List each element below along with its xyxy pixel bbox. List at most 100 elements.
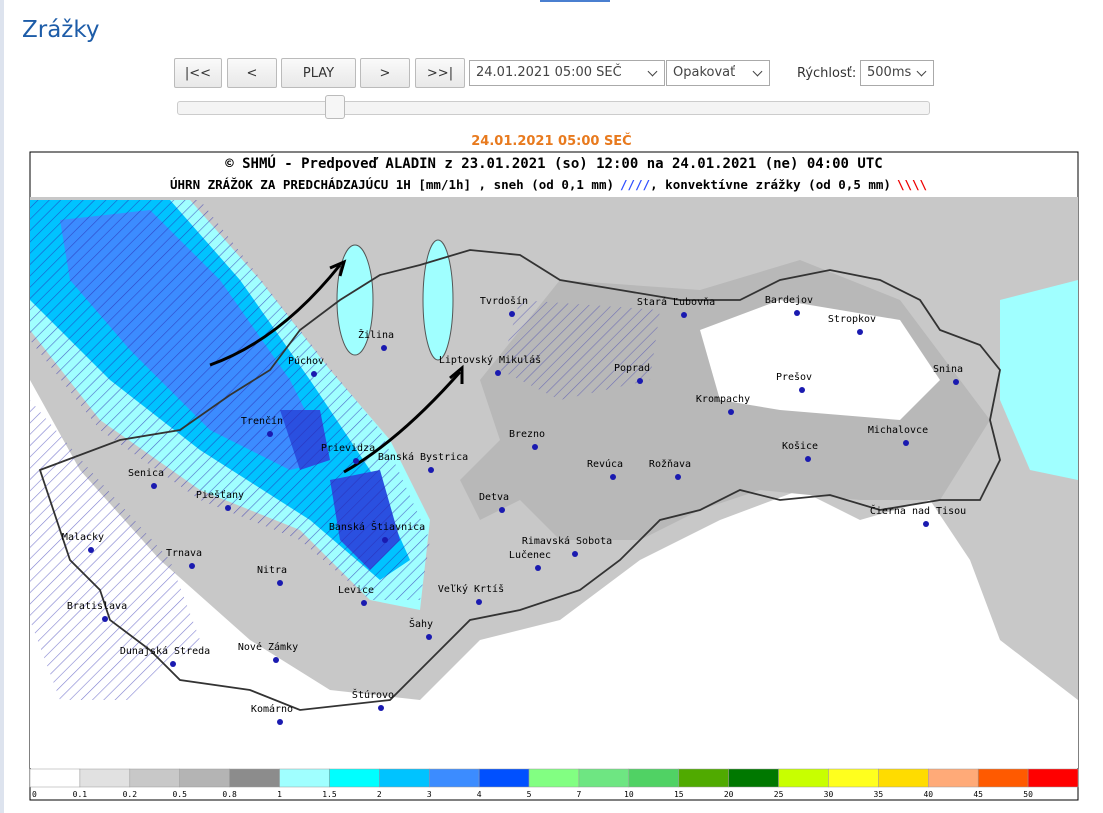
country-border (38, 249, 1001, 711)
side-bar (0, 0, 4, 813)
snow-mark: //// (620, 177, 650, 192)
city-label: Bratislava (67, 601, 127, 612)
city-dot (499, 507, 505, 513)
legend-swatch (1027, 768, 1079, 788)
legend-label: 0.2 (123, 790, 138, 799)
speed-label: Rýchlosť: (797, 66, 857, 81)
legend-swatch (229, 768, 280, 788)
city-dot (277, 580, 283, 586)
city-dot (857, 329, 863, 335)
city-label: Rožňava (649, 458, 691, 470)
city-label: Čierna nad Tisou (870, 504, 966, 517)
time-select[interactable]: 24.01.2021 05:00 SEČ (469, 60, 665, 86)
slider-handle[interactable] (325, 95, 345, 119)
city-label: Veľký Krtíš (438, 583, 504, 595)
play-button[interactable]: PLAY (281, 58, 356, 88)
legend-label: 0 (32, 790, 37, 799)
city-label: Snina (933, 364, 963, 375)
annotation-arrow (209, 264, 462, 474)
city-label: Košice (782, 440, 818, 452)
legend-label: 7 (577, 790, 582, 799)
city-label: Bardejov (765, 295, 813, 306)
legend-label: 50 (1023, 790, 1033, 799)
time-slider[interactable] (177, 101, 930, 115)
legend-swatch (977, 768, 1029, 788)
city-label: Štúrovo (352, 688, 394, 701)
city-dot (277, 719, 283, 725)
city-label: Banská Štiavnica (329, 520, 425, 533)
city-dot (151, 483, 157, 489)
legend-swatch (79, 768, 131, 788)
speed-select[interactable]: 500ms (860, 60, 934, 86)
city-dot (535, 565, 541, 571)
legend-swatch (428, 768, 480, 788)
city-label: Revúca (587, 458, 623, 470)
legend-label: 3 (427, 790, 432, 799)
city-label: Poprad (614, 363, 650, 374)
city-label: Rimavská Sobota (522, 535, 612, 547)
page-title: Zrážky (22, 17, 100, 43)
header-text: ÚHRN ZRÁŽOK ZA PREDCHÁDZAJÚCU 1H [mm/1h]… (170, 177, 614, 192)
city-dot (353, 458, 359, 464)
legend-swatch (379, 768, 430, 788)
city-label: Nitra (257, 565, 287, 576)
last-button[interactable]: >>| (415, 58, 465, 88)
city-dot (799, 387, 805, 393)
city-dot (675, 474, 681, 480)
city-label: Malacky (62, 532, 104, 543)
legend-label: 35 (874, 790, 884, 799)
legend-swatch (728, 768, 779, 788)
city-dot (426, 634, 432, 640)
legend-label: 5 (527, 790, 532, 799)
legend-swatch (578, 768, 630, 788)
city-dot (681, 312, 687, 318)
legend-swatch (29, 768, 81, 788)
repeat-select[interactable]: Opakovať (666, 60, 770, 86)
legend-swatch (129, 768, 180, 788)
city-dot (189, 563, 195, 569)
legend-label: 0.1 (73, 790, 88, 799)
map-header-1: © SHMÚ - Predpoveď ALADIN z 23.01.2021 (… (225, 154, 882, 172)
legend-label: 45 (973, 790, 983, 799)
city-label: Púchov (288, 355, 324, 367)
map-timestamp: 24.01.2021 05:00 SEČ (471, 134, 632, 149)
city-dot (170, 661, 176, 667)
conv-mark: \\\\ (897, 177, 927, 192)
city-label: Michalovce (868, 425, 928, 436)
legend-swatch (778, 768, 829, 788)
city-label: Detva (479, 492, 509, 503)
city-label: Lučenec (509, 549, 551, 561)
city-dot (102, 616, 108, 622)
first-button[interactable]: |<< (174, 58, 222, 88)
city-label: Šahy (409, 617, 433, 630)
city-label: Stará Ľubovňa (637, 296, 715, 308)
city-dot (923, 521, 929, 527)
city-dot (428, 467, 434, 473)
city-dot (572, 551, 578, 557)
legend-label: 15 (674, 790, 684, 799)
legend-swatch (279, 768, 330, 788)
city-dot (728, 409, 734, 415)
prev-button[interactable]: < (227, 58, 277, 88)
city-label: Levice (338, 585, 374, 596)
next-button[interactable]: > (360, 58, 410, 88)
city-dot (381, 345, 387, 351)
city-dot (273, 657, 279, 663)
tab-indicator (540, 0, 610, 2)
city-label: Tvrdošín (480, 295, 528, 307)
city-dot (311, 371, 317, 377)
city-label: Senica (128, 468, 164, 479)
city-label: Liptovský Mikuláš (439, 354, 541, 366)
city-dot (903, 440, 909, 446)
city-label: Prievidza (321, 443, 375, 454)
city-label: Krompachy (696, 394, 750, 405)
city-dot (495, 370, 501, 376)
city-dot (382, 537, 388, 543)
legend-label: 25 (774, 790, 784, 799)
map-area: Tvrdošín Stará Ľubovňa Bardejov Stropkov Žil… (30, 197, 1078, 768)
city-label: Žilina (358, 328, 394, 341)
legend-swatch (528, 768, 580, 788)
city-label: Nové Zámky (238, 641, 298, 653)
